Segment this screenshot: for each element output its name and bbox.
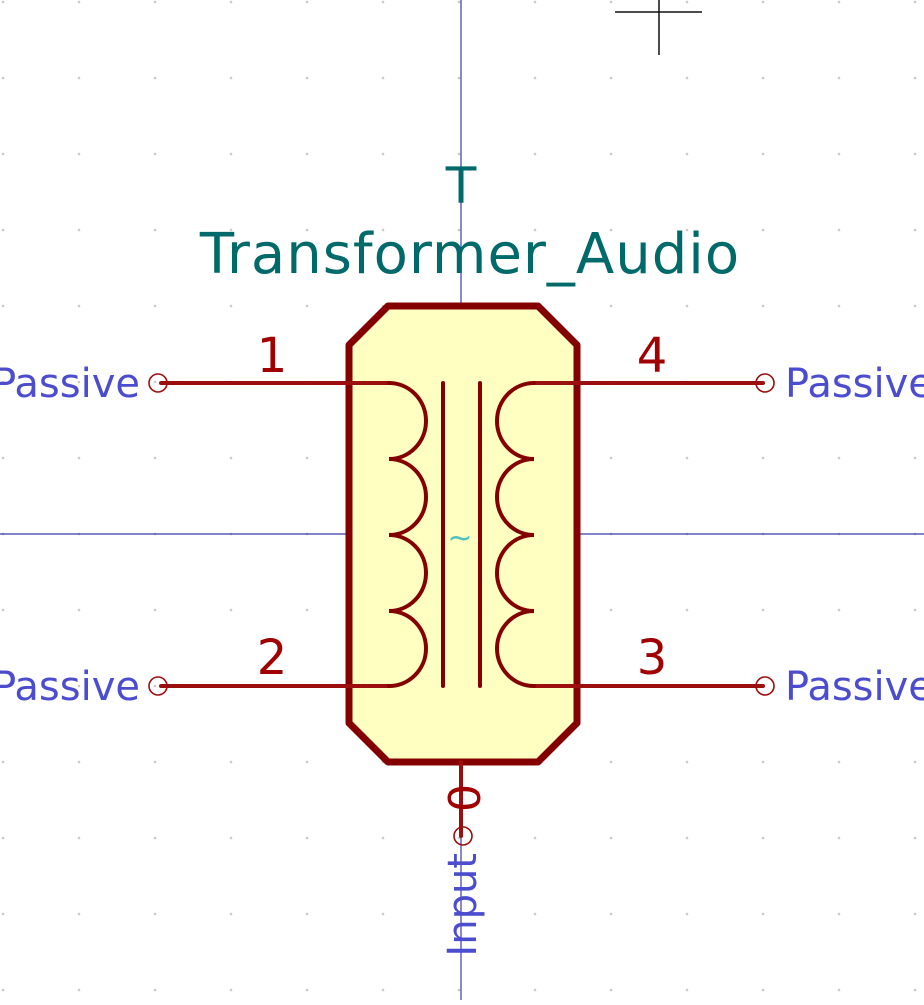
primary-winding [387, 381, 428, 688]
transformer-body[interactable] [345, 302, 581, 766]
secondary-winding [495, 381, 536, 688]
pin-4-type: Passive [785, 361, 924, 407]
pin-2-type: Passive [0, 664, 140, 710]
pin-2-endpoint[interactable] [148, 676, 168, 696]
reference-label[interactable]: T [445, 157, 477, 215]
pin-2-number: 2 [257, 630, 288, 686]
crosshair-cursor-icon [615, 0, 702, 55]
pin-0-number: 0 [437, 784, 488, 812]
pin-0-endpoint[interactable] [453, 826, 473, 846]
pin-3-number: 3 [637, 630, 668, 686]
pin-0-type: Input [440, 853, 486, 957]
pin-4-endpoint[interactable] [755, 373, 775, 393]
pin-3-type: Passive [785, 664, 924, 710]
value-label[interactable]: Transformer_Audio [199, 222, 740, 287]
pin-1-type: Passive [0, 361, 140, 407]
center-marker: ~ [447, 521, 472, 556]
pin-1-endpoint[interactable] [148, 373, 168, 393]
pin-4-number: 4 [637, 328, 668, 384]
pin-1-number: 1 [257, 328, 288, 384]
pin-3-endpoint[interactable] [755, 676, 775, 696]
